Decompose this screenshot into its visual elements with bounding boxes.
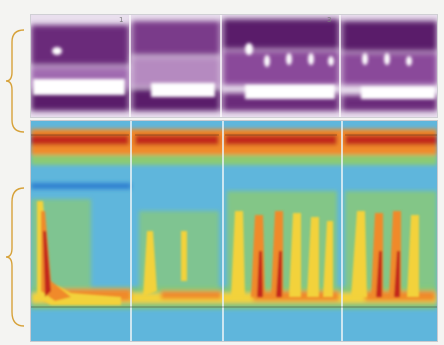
segment-marker: 3 <box>327 16 332 24</box>
brace-icon <box>5 29 25 133</box>
top-panel: 1 3 <box>30 14 438 118</box>
brace-icon <box>5 187 25 327</box>
bottom-panel <box>30 120 438 342</box>
segment-marker: 1 <box>119 16 124 24</box>
